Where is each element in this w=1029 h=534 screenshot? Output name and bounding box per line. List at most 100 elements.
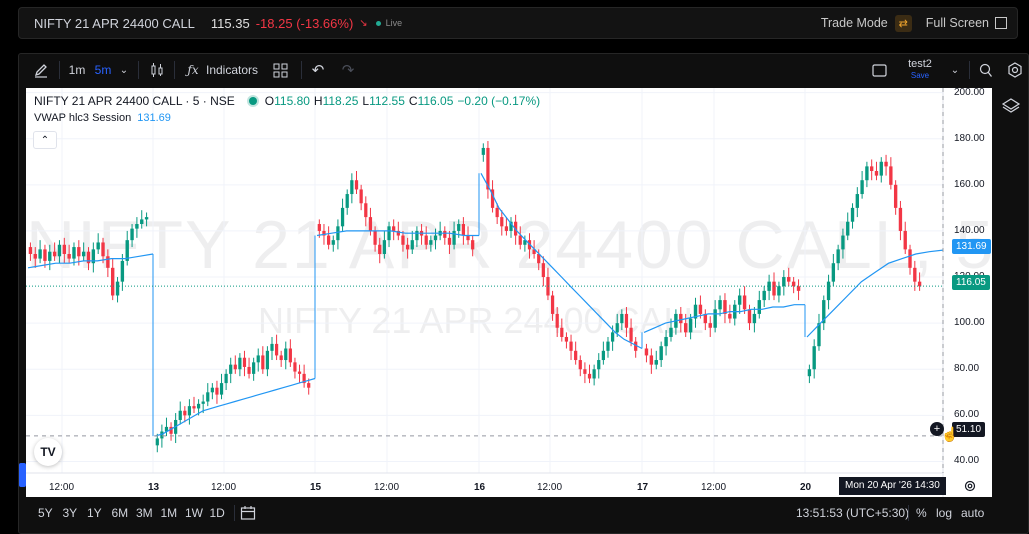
percent-toggle[interactable]: %: [916, 506, 927, 520]
chart-settings-gear-icon[interactable]: [964, 480, 976, 492]
candle-body: [796, 286, 801, 291]
settings-gear-icon[interactable]: [1005, 54, 1025, 86]
indicators-button[interactable]: Indicators: [205, 63, 259, 77]
candle-body: [624, 313, 629, 328]
range-button-1w[interactable]: 1W: [185, 506, 203, 520]
range-button-6m[interactable]: 6M: [111, 506, 129, 520]
chart-pane[interactable]: NIFTY 21 APR 24400 CALL, 5 NIFTY 21 APR …: [26, 87, 993, 497]
candle-body: [452, 230, 456, 245]
collapse-legend-chevron-up-icon[interactable]: ⌃: [33, 131, 57, 149]
range-button-1d[interactable]: 1D: [209, 506, 225, 520]
candle-body: [903, 230, 907, 250]
candle-body: [537, 253, 541, 264]
vwap-value: 131.69: [137, 112, 171, 124]
chevron-down-icon[interactable]: ⌄: [119, 64, 129, 76]
candle-body: [401, 235, 405, 245]
full-screen-label[interactable]: Full Screen: [925, 16, 989, 30]
full-screen-icon[interactable]: [995, 17, 1007, 29]
market-status-dot-icon: [248, 97, 257, 105]
range-button-3y[interactable]: 3Y: [62, 506, 78, 520]
candle-body: [247, 366, 251, 374]
candlestick-type-icon[interactable]: [146, 54, 168, 86]
range-button-1y[interactable]: 1Y: [87, 506, 102, 520]
candle-body: [747, 309, 752, 324]
symbol-name[interactable]: NIFTY 21 APR 24400 CALL: [34, 15, 195, 31]
candle-body: [392, 226, 396, 231]
trade-mode-label[interactable]: Trade Mode: [820, 16, 888, 30]
candle-body: [125, 240, 129, 261]
vwap-line: [27, 253, 154, 269]
open-key: O: [264, 94, 275, 108]
interval-5m[interactable]: 5m: [94, 63, 112, 77]
undo-icon[interactable]: ↶: [311, 62, 325, 79]
vwap-line: [643, 304, 805, 333]
go-to-date-calendar-icon[interactable]: [240, 499, 256, 527]
chevron-down-icon[interactable]: ⌄: [950, 64, 960, 76]
tradingview-logo[interactable]: TV: [34, 438, 62, 466]
legend-title[interactable]: NIFTY 21 APR 24400 CALL · 5 · NSE: [34, 94, 235, 108]
candle-body: [210, 387, 214, 393]
candle-body: [62, 244, 66, 254]
candle-body: [322, 230, 326, 236]
vwap-legend[interactable]: VWAP hlc3 Session 131.69: [34, 112, 171, 124]
vwap-line: [806, 249, 944, 338]
candle-body: [737, 295, 742, 305]
auto-toggle[interactable]: auto: [961, 506, 985, 520]
add-alert-plus-icon[interactable]: +: [930, 422, 944, 436]
candle-body: [550, 295, 555, 314]
close-key: C: [408, 94, 418, 108]
candle-body: [466, 235, 470, 241]
candle-body: [718, 300, 722, 310]
candle-body: [693, 304, 698, 319]
pencil-icon[interactable]: [29, 54, 53, 86]
trade-mode-toggle-icon[interactable]: ⇄: [894, 14, 912, 32]
redo-icon[interactable]: ↷: [341, 62, 355, 79]
candle-body: [284, 348, 288, 361]
last-price: 115.35: [210, 15, 250, 31]
fx-icon[interactable]: ƒx: [187, 63, 199, 77]
log-toggle[interactable]: log: [936, 506, 953, 520]
candle-body: [229, 364, 233, 374]
left-panel-handle[interactable]: [19, 463, 26, 487]
crosshair-price-label: 51.10: [952, 422, 986, 437]
candle-body: [368, 217, 373, 231]
fullscreen-chart-icon[interactable]: [869, 54, 889, 86]
candle-body: [831, 263, 836, 282]
candle-body: [350, 180, 354, 195]
clock-time[interactable]: 13:51:53 (UTC+5:30): [796, 506, 910, 520]
candle-body: [130, 228, 134, 241]
candle-body: [569, 341, 573, 351]
candle-body: [683, 323, 688, 333]
candle-body: [326, 235, 331, 245]
layout-name: test2: [908, 58, 932, 70]
layout-grid-icon[interactable]: [269, 54, 291, 86]
candle-body: [96, 242, 100, 250]
right-widget-bar: [993, 88, 1028, 497]
candle-body: [532, 249, 536, 254]
candle-body: [742, 295, 747, 310]
range-button-1m[interactable]: 1M: [160, 506, 178, 520]
candle-body: [219, 383, 224, 395]
range-button-5y[interactable]: 5Y: [38, 506, 53, 520]
vwap-line: [480, 173, 643, 350]
candle-body: [57, 244, 62, 257]
candle-body: [155, 438, 159, 446]
candle-body: [101, 242, 105, 257]
layout-save-button[interactable]: test2 Save: [903, 54, 937, 86]
candle-body: [564, 336, 569, 342]
quick-search-icon[interactable]: [975, 54, 995, 86]
separator: [59, 61, 60, 79]
candle-body: [81, 251, 86, 257]
candle-body: [359, 189, 363, 204]
layers-icon[interactable]: [1001, 97, 1021, 120]
range-button-3m[interactable]: 3M: [136, 506, 153, 520]
candle-body: [889, 166, 893, 185]
interval-1m[interactable]: 1m: [68, 63, 86, 77]
candle-body: [178, 410, 182, 420]
candle-body: [654, 360, 658, 365]
candle-body: [698, 304, 703, 314]
candle-body: [587, 373, 592, 379]
candle-body: [860, 180, 864, 195]
price-chart[interactable]: [26, 88, 992, 497]
time-tick-label: 12:00: [701, 482, 727, 493]
